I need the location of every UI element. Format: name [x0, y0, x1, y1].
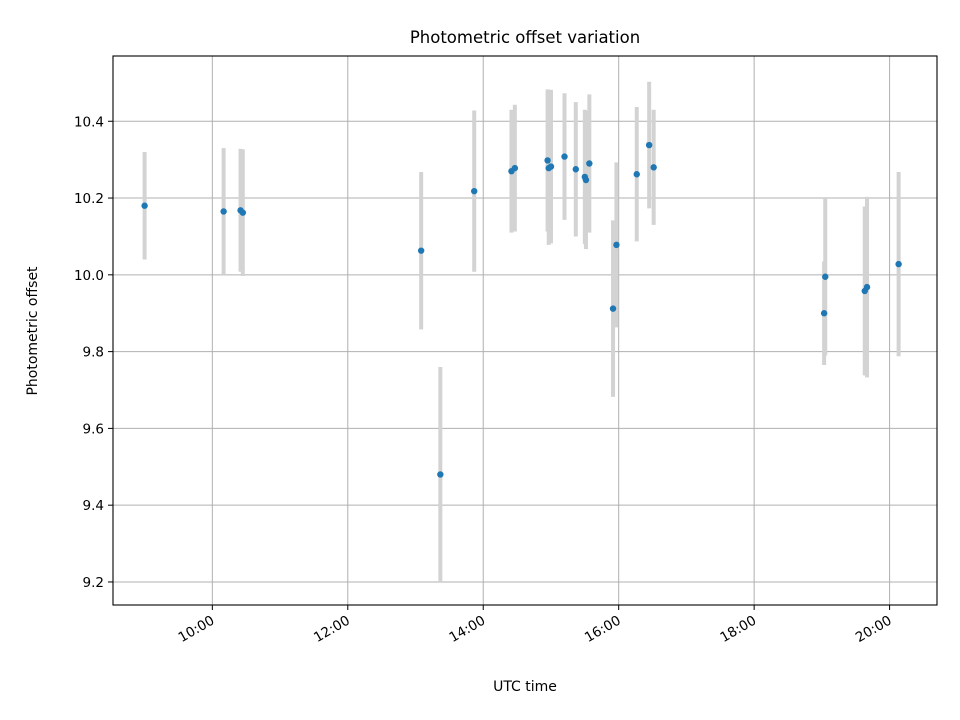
data-point: [471, 187, 478, 195]
data-point: [822, 273, 829, 280]
data-point: [863, 283, 871, 291]
x-tick-label: 12:00: [311, 613, 353, 646]
x-tick-label: 18:00: [717, 613, 759, 646]
grid-layer: [113, 56, 937, 605]
errorbar-layer: [142, 81, 901, 582]
data-point: [645, 141, 653, 149]
data-point: [820, 310, 828, 317]
data-point: [895, 260, 902, 268]
y-axis-label: Photometric offset: [25, 266, 41, 396]
data-point: [417, 247, 425, 254]
data-point: [220, 208, 227, 215]
data-point: [572, 166, 579, 173]
data-point: [613, 241, 620, 249]
x-axis-label: UTC time: [493, 679, 557, 695]
data-point: [586, 160, 593, 167]
x-tick-label: 10:00: [176, 613, 218, 646]
plot-frame: [112, 55, 938, 606]
y-tick-label: 9.2: [83, 575, 104, 591]
chart-title: Photometric offset variation: [410, 28, 640, 47]
point-layer: [141, 141, 902, 478]
y-tick-label: 9.8: [83, 345, 104, 361]
y-tick-label: 10.2: [74, 191, 104, 207]
data-point: [511, 164, 519, 172]
x-tick-label: 20:00: [853, 613, 895, 646]
data-point: [547, 163, 555, 170]
x-tick-label: 14:00: [447, 613, 489, 646]
y-tick-label: 9.6: [83, 421, 104, 437]
data-point: [650, 164, 657, 171]
data-point: [544, 157, 551, 164]
data-point: [561, 153, 568, 160]
data-point: [239, 209, 247, 216]
y-tick-label: 10.4: [74, 114, 104, 130]
data-point: [582, 176, 590, 184]
y-tick-label: 9.4: [83, 498, 104, 514]
data-point: [437, 471, 444, 478]
x-tick-label: 16:00: [582, 613, 624, 646]
data-point: [633, 171, 640, 178]
data-point: [141, 202, 148, 209]
tick-layer: 10:00 12:00 14:00 16:00 18:00 20:00 9.2 9.4 9.6 9…: [74, 114, 895, 646]
data-point: [609, 305, 617, 312]
y-tick-label: 10.0: [74, 268, 104, 284]
